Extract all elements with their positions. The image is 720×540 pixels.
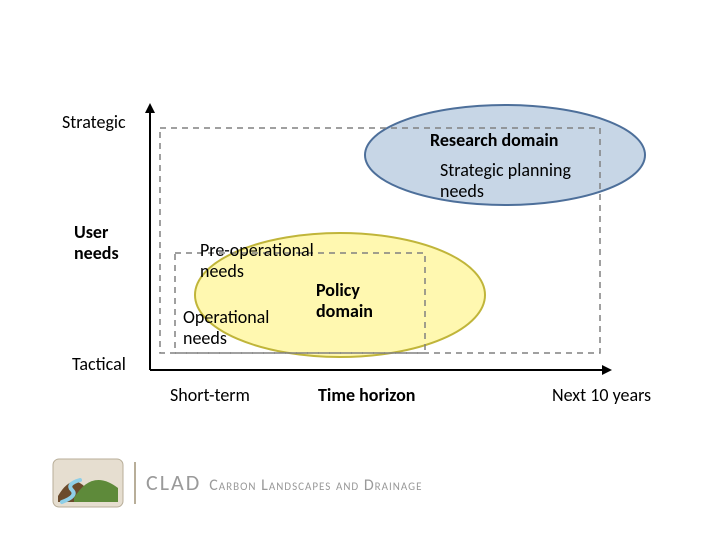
x-axis-title-time-horizon: Time horizon bbox=[318, 385, 415, 406]
y-axis-label-tactical: Tactical bbox=[72, 354, 126, 375]
strategic-planning-needs-label: Strategic planning needs bbox=[440, 160, 571, 201]
operational-needs-label: Operational needs bbox=[183, 307, 269, 348]
x-axis-label-next-10-years: Next 10 years bbox=[552, 385, 651, 406]
y-axis-label-strategic: Strategic bbox=[62, 112, 126, 133]
policy-domain-label: Policy domain bbox=[316, 280, 373, 321]
logo-text-main: CLAD bbox=[146, 470, 201, 495]
y-axis-title-user-needs: User needs bbox=[74, 222, 119, 263]
clad-logo-badge-icon bbox=[52, 458, 124, 508]
clad-logo: CLAD Carbon Landscapes and Drainage bbox=[52, 458, 422, 508]
x-axis-label-short-term: Short-term bbox=[170, 385, 250, 406]
logo-divider bbox=[134, 462, 136, 504]
research-domain-label: Research domain bbox=[430, 130, 558, 151]
pre-operational-needs-label: Pre-operational needs bbox=[200, 240, 314, 281]
logo-text-sub: Carbon Landscapes and Drainage bbox=[209, 477, 422, 495]
diagram-stage: Strategic User needs Tactical Research d… bbox=[0, 0, 720, 540]
